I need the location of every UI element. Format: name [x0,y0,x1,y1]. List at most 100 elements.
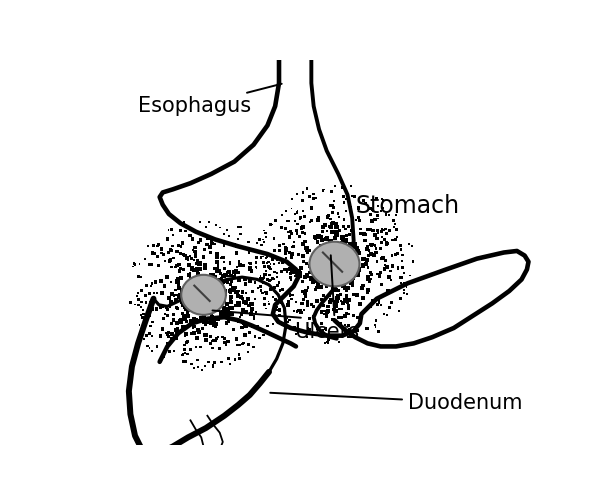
Point [207,310,217,318]
Point [364,247,374,255]
Point [373,226,382,234]
Point [193,266,203,274]
Point [250,333,260,341]
Point [149,296,158,304]
Point [128,262,138,270]
Point [219,308,229,316]
Point [224,268,234,276]
Point [167,298,176,306]
Point [200,331,210,339]
Point [356,336,365,344]
Point [230,284,240,292]
Point [399,269,409,277]
Point [197,366,206,374]
Point [163,235,172,243]
Point [223,318,233,326]
Point [388,262,398,270]
Point [163,340,173,348]
Point [244,294,253,302]
Point [282,268,292,276]
Point [364,286,373,294]
Point [304,284,313,292]
Point [191,250,200,258]
Point [391,211,401,219]
Point [193,326,203,334]
Point [230,356,240,364]
Point [301,292,310,300]
Point [217,358,226,366]
Point [183,312,193,320]
Point [203,358,213,366]
Point [371,248,380,256]
Point [235,350,244,358]
Point [312,277,322,285]
Point [167,226,176,234]
Point [201,320,211,328]
Point [136,311,146,319]
Point [154,262,163,270]
Point [308,278,318,286]
Point [181,330,191,338]
Point [376,268,385,276]
Point [209,358,219,366]
Point [152,242,162,250]
Point [247,300,257,308]
Point [179,266,188,274]
Point [238,288,247,296]
Point [163,331,172,339]
Point [147,332,157,340]
Point [377,228,386,236]
Point [174,260,184,268]
Point [251,264,260,272]
Point [260,288,269,296]
Point [213,333,223,341]
Point [219,242,229,250]
Point [269,284,279,292]
Point [310,232,320,240]
Point [312,252,322,260]
Point [224,268,233,276]
Point [376,244,385,252]
Point [315,330,325,338]
Point [220,278,230,285]
Point [361,324,371,332]
Point [169,310,178,318]
Point [284,218,293,226]
Point [391,226,401,234]
Point [329,204,338,212]
Point [208,364,218,372]
Point [244,258,254,266]
Point [376,302,386,310]
Point [329,306,338,314]
Point [349,240,358,248]
Point [176,264,185,272]
Point [224,276,233,284]
Point [173,278,182,286]
Point [220,309,230,317]
Point [141,298,151,306]
Point [163,273,172,281]
Point [163,306,172,314]
Point [292,208,302,216]
Point [213,276,223,284]
Point [292,190,302,198]
Point [232,266,241,274]
Point [246,300,256,308]
Point [371,316,380,324]
Point [280,256,289,264]
Point [388,262,397,270]
Point [392,250,402,258]
Point [341,292,351,300]
Point [187,254,196,262]
Point [346,203,356,211]
Point [179,297,189,305]
Point [355,300,365,308]
Point [300,238,310,246]
Point [361,230,370,238]
Point [262,290,271,298]
Point [333,231,343,239]
Point [224,268,234,276]
Point [157,276,166,284]
Point [326,236,336,244]
Point [383,240,392,248]
